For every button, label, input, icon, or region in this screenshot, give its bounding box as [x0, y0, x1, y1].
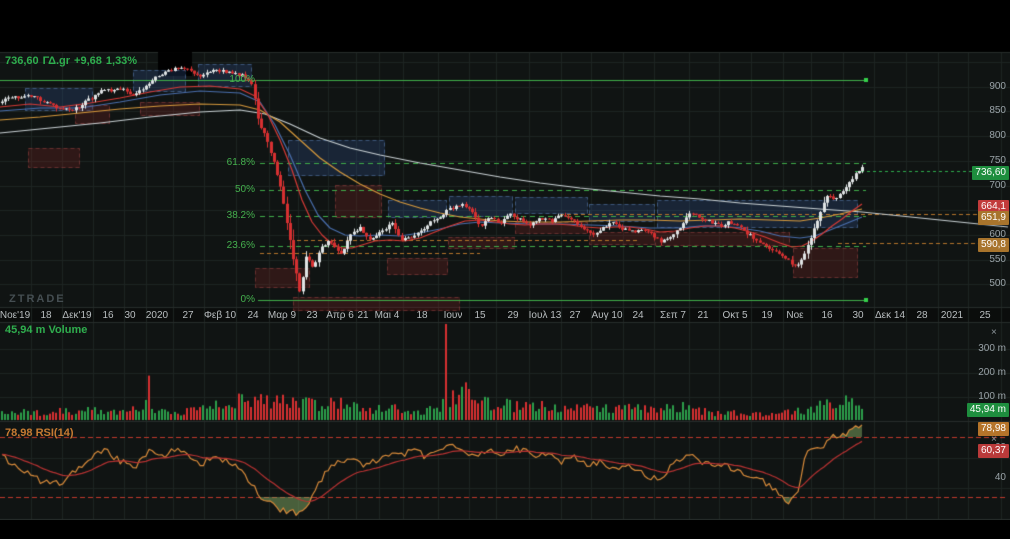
platform-watermark: ZTRADE: [9, 293, 66, 305]
rsi-value: 78,98: [5, 427, 33, 439]
date-tick: 19: [761, 310, 773, 321]
price-tick: 850: [989, 105, 1006, 116]
date-tick: 24: [247, 310, 259, 321]
fib-level-label: 100%: [229, 74, 255, 85]
price-tick: 900: [989, 81, 1006, 92]
fib-level-label: 23.6%: [226, 240, 255, 251]
symbol-change-pct: 1,33%: [105, 55, 138, 67]
date-tick: 21: [357, 310, 369, 321]
volume-tick: 100 m: [978, 391, 1006, 402]
date-tick: Απρ 6: [326, 310, 354, 321]
date-tick: 23: [306, 310, 318, 321]
date-tick: Δεκ 14: [874, 310, 906, 321]
rsi-name: RSI(14): [35, 427, 74, 439]
date-tick: 30: [124, 310, 136, 321]
date-tick: 2021: [940, 310, 964, 321]
last-price-badge: 736,60: [972, 166, 1009, 180]
date-tick: Οκτ 5: [722, 310, 748, 321]
rsi-value-badge: 78,98: [977, 422, 1009, 436]
price-tick: 750: [989, 155, 1006, 166]
date-tick: Ιουλ 13: [528, 310, 562, 321]
date-tick: 27: [569, 310, 581, 321]
volume-pane-close-button[interactable]: ×: [991, 327, 997, 338]
date-tick: Ιουν: [443, 310, 463, 321]
date-tick: 18: [40, 310, 52, 321]
date-tick: 16: [821, 310, 833, 321]
rsi-tick: 40: [994, 472, 1006, 483]
date-tick: 28: [916, 310, 928, 321]
rsi-indicator-label: 78,98 RSI(14): [5, 427, 74, 439]
date-tick: Δεκ'19: [62, 310, 92, 321]
price-chart-canvas[interactable]: [0, 0, 1010, 520]
date-tick: 15: [474, 310, 486, 321]
date-tick: Αυγ 10: [591, 310, 623, 321]
date-tick: Φεβ 10: [203, 310, 237, 321]
fib-level-label: 50%: [234, 184, 255, 195]
price-tick: 600: [989, 229, 1006, 240]
price-tick: 700: [989, 180, 1006, 191]
date-tick: Νοε'19: [0, 310, 31, 321]
price-tick: 800: [989, 130, 1006, 141]
level-badge-590: 590,8: [977, 238, 1009, 252]
price-tick: 500: [989, 278, 1006, 289]
volume-tick: 300 m: [978, 343, 1006, 354]
date-tick: Νοε: [786, 310, 804, 321]
symbol-header: 736,60 ΓΔ.gr +9,68 1,33%: [5, 55, 141, 67]
volume-tick: 200 m: [978, 367, 1006, 378]
date-tick: 16: [102, 310, 114, 321]
date-tick: 2020: [145, 310, 169, 321]
symbol-change: +9,68: [74, 55, 102, 67]
date-tick: 18: [416, 310, 428, 321]
volume-value-badge: 45,94 m: [966, 403, 1009, 417]
fib-level-label: 38.2%: [226, 210, 255, 221]
symbol-ticker: ΓΔ.gr: [42, 55, 71, 67]
date-tick: 25: [979, 310, 991, 321]
date-tick: Σεπ 7: [660, 310, 686, 321]
date-tick: Μαι 4: [374, 310, 400, 321]
date-tick: 24: [632, 310, 644, 321]
rsi-pane-close-button[interactable]: ×: [991, 434, 997, 445]
date-tick: 21: [697, 310, 709, 321]
date-tick: Μαρ 9: [267, 310, 297, 321]
level-badge-651: 651,9: [977, 211, 1009, 225]
date-tick: 27: [182, 310, 194, 321]
symbol-last-price: 736,60: [5, 55, 39, 67]
fib-level-label: 0%: [240, 294, 255, 305]
volume-value: 45,94 m: [5, 324, 46, 336]
date-axis[interactable]: Νοε'19 18 Δεκ'19 16 30 2020 27 Φεβ 10 24 Μαρ 9 23 Α…: [0, 307, 1010, 322]
rsi-signal-badge: 60,37: [977, 444, 1009, 458]
volume-name: Volume: [48, 324, 88, 336]
date-tick: 29: [507, 310, 519, 321]
volume-indicator-label: 45,94 m Volume: [5, 324, 87, 336]
fib-level-label: 61.8%: [226, 157, 255, 168]
price-tick: 550: [989, 254, 1006, 265]
level-badge-664: 664,1: [977, 200, 1009, 214]
date-tick: 30: [852, 310, 864, 321]
